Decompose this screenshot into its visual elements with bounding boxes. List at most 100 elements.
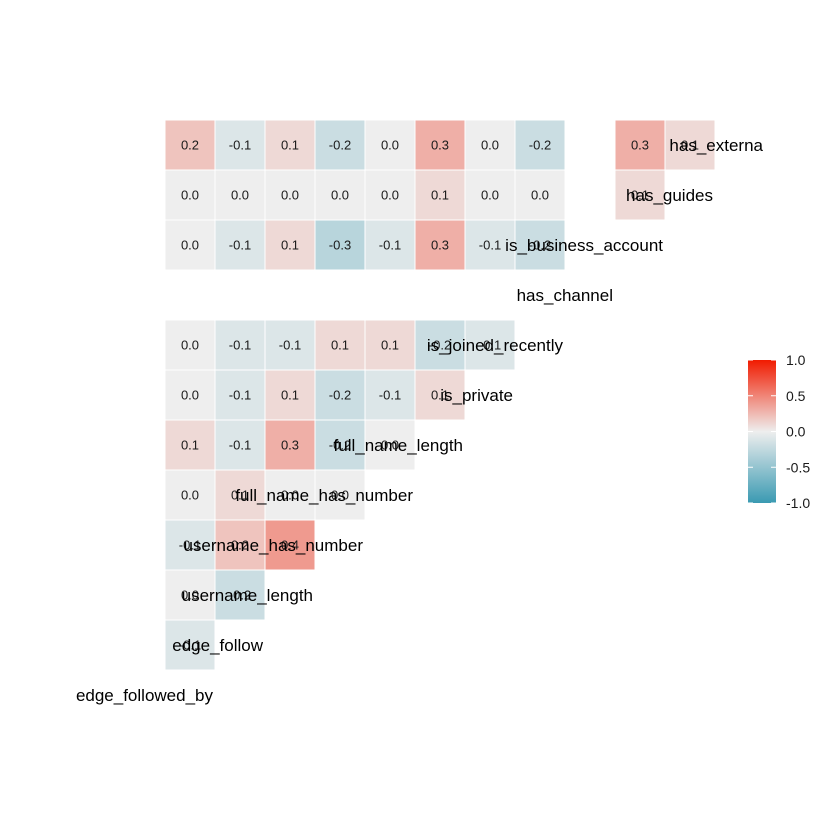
heatmap-cell-has-external-url-username-length: [264, 119, 316, 171]
cell-value-label: 0.1: [631, 188, 649, 203]
cell-value-label: -0.1: [279, 338, 301, 353]
heatmap-cell-full-name-length-full-name-has-number: [364, 419, 416, 471]
cell-value-label: 0.1: [231, 488, 249, 503]
cell-value-label: -0.2: [529, 138, 551, 153]
heatmap-cell-is-business-account-edge-followed-by: [164, 219, 216, 271]
heatmap-cell-is-joined-recently-edge-followed-by: [164, 319, 216, 371]
heatmap-cell-has-external-url-has-guides: [664, 119, 716, 171]
heatmap-cell-is-joined-recently-username-has-number: [314, 319, 366, 371]
cell-value-label: -0.1: [479, 338, 501, 353]
cell-value-label: 0.0: [231, 188, 249, 203]
legend-tick-label: 0.0: [786, 424, 806, 440]
heatmap-cell-full-name-length-username-length: [264, 419, 316, 471]
heatmap-cell-is-joined-recently-is-private: [464, 319, 516, 371]
heatmap-cell-username-has-number-username-length: [264, 519, 316, 571]
cell-value-label: -0.2: [229, 588, 251, 603]
cell-value-label: 0.0: [181, 188, 199, 203]
heatmap-cell-has-guides-is-private: [464, 169, 516, 221]
legend-tick-label: -1.0: [786, 495, 810, 511]
cell-value-label: 0.0: [381, 438, 399, 453]
cell-value-label: 0.3: [431, 138, 449, 153]
variable-label-is-business-account: is_business_account: [505, 236, 663, 255]
heatmap-cell-full-name-has-number-edge-followed-by: [164, 469, 216, 521]
heatmap-cell-username-has-number-edge-follow: [214, 519, 266, 571]
heatmap-cell-has-guides-is-business-account: [614, 169, 666, 221]
cell-value-label: -0.2: [529, 238, 551, 253]
cell-value-label: -0.1: [479, 238, 501, 253]
heatmap-cell-has-external-url-is-private: [464, 119, 516, 171]
heatmap-cell-is-private-username-length: [264, 369, 316, 421]
cell-value-label: 0.1: [331, 338, 349, 353]
cell-value-label: 0.1: [281, 138, 299, 153]
heatmap-cell-has-guides-username-length: [264, 169, 316, 221]
heatmap-cell-is-private-edge-follow: [214, 369, 266, 421]
heatmap-cell-username-length-edge-followed-by: [164, 569, 216, 621]
cell-value-label: 0.3: [281, 438, 299, 453]
heatmap-cell-is-joined-recently-full-name-has-number: [364, 319, 416, 371]
heatmap-cell-has-guides-full-name-has-number: [364, 169, 416, 221]
cell-value-label: 0.0: [381, 138, 399, 153]
cell-value-label: 0.3: [431, 238, 449, 253]
heatmap-cell-full-name-has-number-username-length: [264, 469, 316, 521]
variable-label-has-channel: has_channel: [517, 286, 613, 305]
heatmap-cell-has-external-url-full-name-length: [414, 119, 466, 171]
heatmap-cell-is-private-username-has-number: [314, 369, 366, 421]
legend-tick-label: -0.5: [786, 459, 810, 475]
heatmap-cell-full-name-length-edge-followed-by: [164, 419, 216, 471]
cell-value-label: 0.0: [331, 488, 349, 503]
heatmap-cells: -0.1 0.0 -0.2 -0.1 0.2 0.4 0.0 0.1 0.0 0.0 0.1 -0.1…: [164, 119, 716, 671]
variable-label-full-name-length: full_name_length: [334, 436, 463, 455]
cell-value-label: 0.1: [281, 388, 299, 403]
cell-value-label: -0.1: [229, 438, 251, 453]
variable-label-edge-followed-by: edge_followed_by: [76, 686, 214, 705]
variable-label-is-private: is_private: [440, 386, 513, 405]
variable-label-is-joined-recently: is_joined_recently: [427, 336, 564, 355]
cell-value-label: -0.3: [329, 238, 351, 253]
cell-value-label: 0.4: [281, 538, 299, 553]
cell-value-label: 0.2: [181, 138, 199, 153]
heatmap-cell-is-joined-recently-edge-follow: [214, 319, 266, 371]
heatmap-cell-has-external-url-is-business-account: [614, 119, 666, 171]
cell-value-label: -0.1: [379, 238, 401, 253]
heatmap-cell-has-external-url-is-joined-recently: [514, 119, 566, 171]
cell-value-label: 0.0: [281, 188, 299, 203]
heatmap-cell-has-guides-edge-followed-by: [164, 169, 216, 221]
variable-label-full-name-has-number: full_name_has_number: [235, 486, 413, 505]
heatmap-cell-full-name-length-edge-follow: [214, 419, 266, 471]
heatmap-cell-is-business-account-is-joined-recently: [514, 219, 566, 271]
variable-label-has-guides: has_guides: [626, 186, 713, 205]
variable-label-has-external-url: has_externa: [669, 136, 763, 155]
cell-value-label: 0.0: [481, 138, 499, 153]
heatmap-cell-is-joined-recently-full-name-length: [414, 319, 466, 371]
cell-value-label: 0.0: [331, 188, 349, 203]
cell-value-label: 0.3: [631, 138, 649, 153]
cell-value-label: -0.1: [229, 238, 251, 253]
heatmap-cell-is-business-account-full-name-length: [414, 219, 466, 271]
cell-value-label: 0.0: [181, 388, 199, 403]
cell-value-label: 0.1: [181, 438, 199, 453]
cell-value-label: -0.1: [379, 388, 401, 403]
color-legend: 1.0 0.5 0.0 -0.5 -1.0: [748, 352, 810, 511]
cell-value-label: -0.2: [329, 438, 351, 453]
cell-value-label: 0.1: [431, 188, 449, 203]
cell-value-label: -0.2: [429, 338, 451, 353]
variable-label-username-has-number: username_has_number: [183, 536, 363, 555]
cell-value-label: -0.2: [329, 388, 351, 403]
variable-labels: edge_followed_by edge_follow username_leng…: [76, 136, 764, 705]
heatmap-cell-username-length-edge-follow: [214, 569, 266, 621]
cell-value-label: -0.1: [179, 538, 201, 553]
cell-value-label: 0.0: [181, 588, 199, 603]
heatmap-cell-is-private-full-name-length: [414, 369, 466, 421]
cell-value-label: 0.0: [481, 188, 499, 203]
cell-value-label: 0.1: [281, 238, 299, 253]
heatmap-cell-is-business-account-is-private: [464, 219, 516, 271]
cell-value-label: 0.0: [531, 188, 549, 203]
cell-value-label: 0.1: [381, 338, 399, 353]
cell-value-label: -0.1: [229, 138, 251, 153]
cell-value-label: 0.0: [181, 338, 199, 353]
legend-tick-label: 1.0: [786, 352, 806, 368]
heatmap-cell-has-guides-username-has-number: [314, 169, 366, 221]
cell-value-label: 0.0: [281, 488, 299, 503]
heatmap-cell-is-private-full-name-has-number: [364, 369, 416, 421]
